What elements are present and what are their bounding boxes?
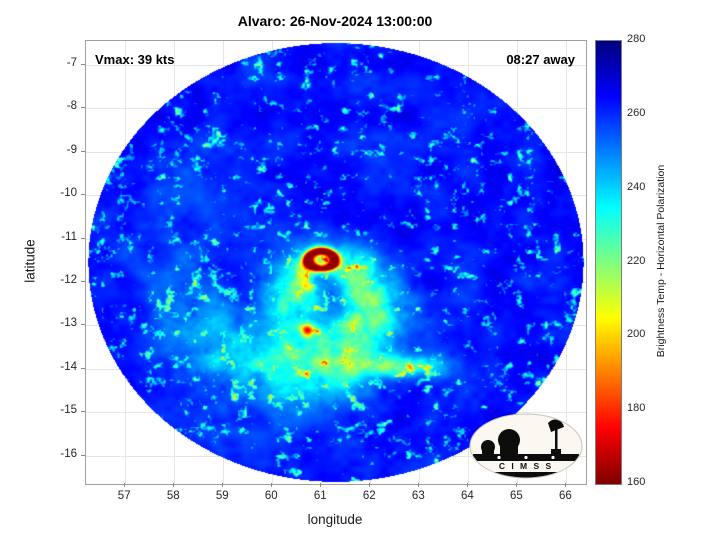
- cimss-logo: C I M S S: [469, 413, 583, 479]
- logo-bottom-band: [470, 472, 582, 478]
- colorbar-tick-label: 280: [627, 33, 646, 45]
- y-tick-label: -11: [61, 230, 77, 243]
- y-tick-label: -8: [66, 100, 77, 113]
- y-tick-label: -12: [60, 274, 77, 287]
- y-tick-mark: [81, 324, 85, 326]
- tower-icon: [555, 429, 558, 455]
- y-tick-label: -14: [60, 360, 77, 373]
- y-tick-mark: [81, 237, 85, 239]
- x-tick-label: 66: [558, 490, 572, 502]
- y-tick-mark: [81, 194, 85, 196]
- colorbar-label: Brightness Temp - Horizontal Polarizatio…: [655, 164, 667, 358]
- y-tick-label: -7: [66, 56, 77, 69]
- y-tick-label: -13: [60, 317, 77, 330]
- x-axis-label: longitude: [307, 512, 363, 527]
- plot-area: Vmax: 39 kts 08:27 away C I M S S: [85, 40, 587, 485]
- x-tick-mark: [516, 483, 518, 487]
- y-axis-label: latitude: [22, 239, 38, 283]
- x-tick-label: 57: [117, 490, 131, 502]
- x-tick-mark: [124, 483, 126, 487]
- y-tick-label: -15: [60, 404, 77, 417]
- colorbar-tick-label: 260: [627, 106, 646, 119]
- y-tick-mark: [81, 411, 85, 413]
- x-tick-label: 59: [215, 490, 229, 502]
- x-tick-label: 62: [362, 490, 376, 502]
- colorbar-tick-label: 240: [627, 180, 646, 193]
- y-tick-label: -9: [66, 143, 77, 156]
- colorbar-tick-label: 220: [627, 254, 646, 267]
- y-tick-mark: [81, 454, 85, 456]
- colorbar-tick-label: 180: [627, 402, 646, 415]
- x-tick-mark: [320, 483, 322, 487]
- x-tick-mark: [271, 483, 273, 487]
- x-tick-label: 65: [509, 490, 523, 502]
- y-tick-mark: [81, 107, 85, 109]
- eta-annotation: 08:27 away: [506, 52, 575, 67]
- x-tick-label: 64: [460, 490, 474, 502]
- dish-icon: [548, 419, 564, 432]
- x-tick-label: 61: [313, 490, 327, 502]
- x-tick-mark: [467, 483, 469, 487]
- colorbar-gradient: [596, 41, 621, 484]
- x-tick-mark: [173, 483, 175, 487]
- y-tick-mark: [81, 150, 85, 152]
- x-tick-label: 60: [264, 490, 278, 502]
- y-tick-mark: [81, 281, 85, 283]
- x-tick-mark: [565, 483, 567, 487]
- y-tick-label: -16: [60, 447, 77, 460]
- satellite-image: [86, 41, 586, 484]
- cimss-logo-text: C I M S S: [499, 461, 553, 471]
- x-tick-mark: [369, 483, 371, 487]
- x-tick-label: 63: [411, 490, 425, 502]
- x-tick-mark: [222, 483, 224, 487]
- x-tick-mark: [418, 483, 420, 487]
- colorbar-tick-label: 200: [627, 328, 646, 341]
- y-tick-mark: [81, 63, 85, 65]
- x-tick-label: 58: [166, 490, 180, 502]
- colorbar-tick-label: 160: [627, 476, 646, 488]
- y-tick-mark: [81, 367, 85, 369]
- colorbar: [595, 40, 622, 485]
- y-tick-label: -10: [60, 187, 77, 200]
- chart-title: Alvaro: 26-Nov-2024 13:00:00: [237, 13, 433, 29]
- vmax-annotation: Vmax: 39 kts: [95, 52, 175, 67]
